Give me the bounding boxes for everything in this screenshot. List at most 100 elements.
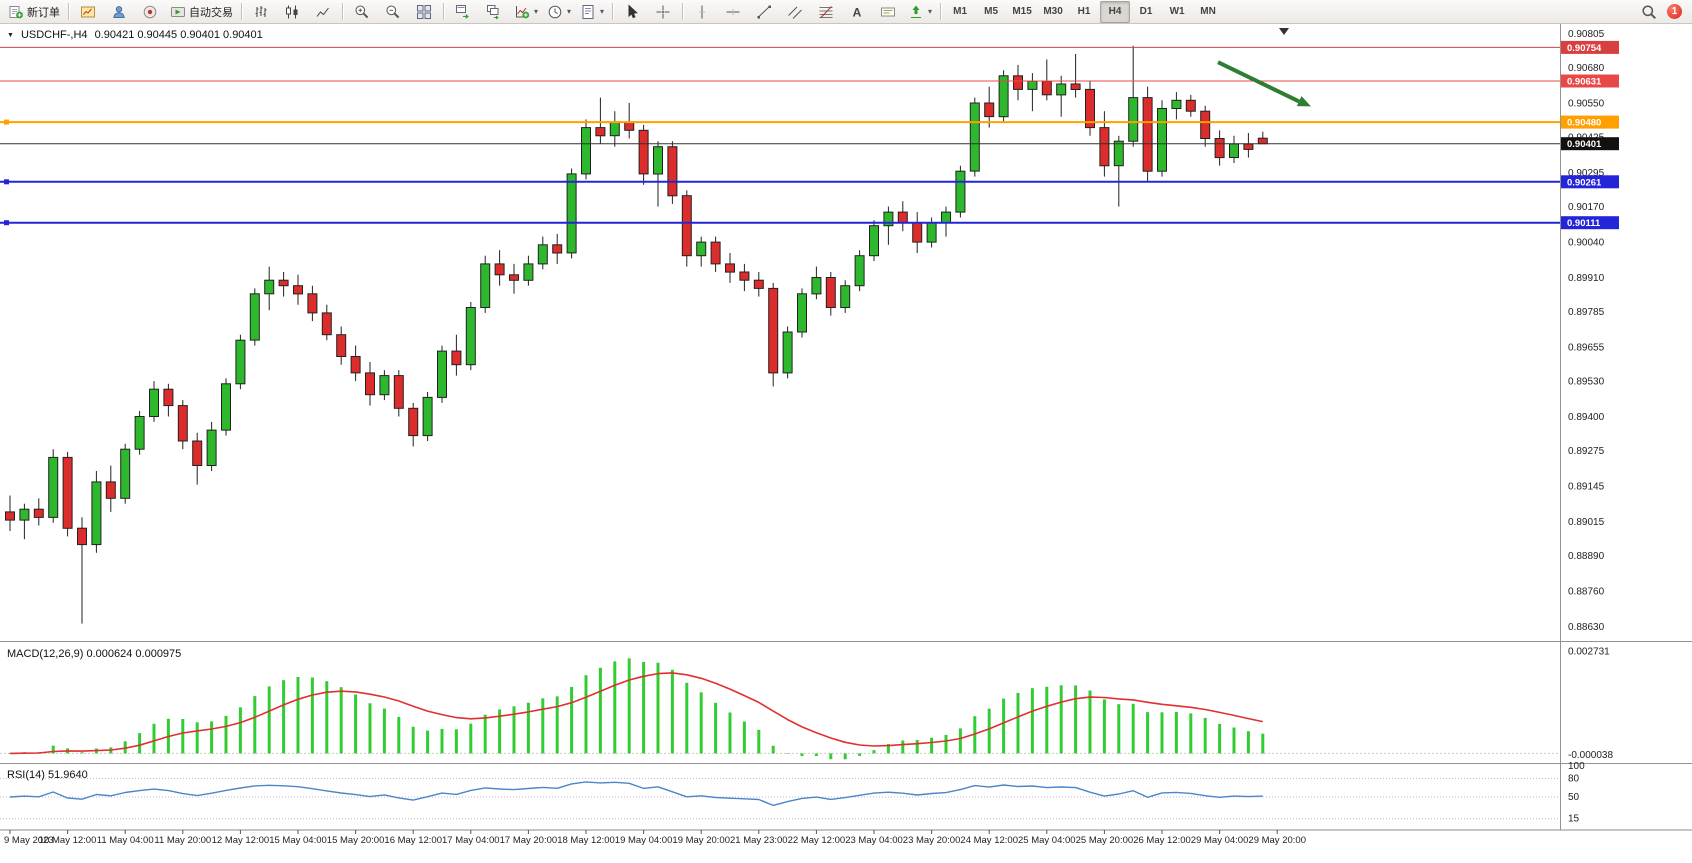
new-order-button[interactable]: 新订单 bbox=[4, 1, 64, 23]
price-axis-label: 0.89145 bbox=[1568, 482, 1605, 493]
timeframe-m15-button[interactable]: M15 bbox=[1007, 1, 1037, 23]
time-axis-label: 11 May 04:00 bbox=[97, 835, 154, 846]
templates-button[interactable]: ▾ bbox=[576, 1, 608, 23]
macd-bar bbox=[598, 667, 602, 754]
macd-bar bbox=[310, 677, 314, 754]
timeframe-d1-button[interactable]: D1 bbox=[1131, 1, 1161, 23]
periods-button[interactable]: ▾ bbox=[543, 1, 575, 23]
candle bbox=[206, 429, 217, 467]
equidistant-channel-button[interactable] bbox=[780, 1, 810, 23]
price-axis-label: 0.90805 bbox=[1568, 29, 1605, 40]
trendline-button[interactable] bbox=[749, 1, 779, 23]
autotrading-button[interactable]: 自动交易 bbox=[166, 1, 237, 23]
arrange-windows-button[interactable] bbox=[448, 1, 478, 23]
price-axis-label: 0.89785 bbox=[1568, 307, 1605, 318]
timeframe-m1-button[interactable]: M1 bbox=[945, 1, 975, 23]
macd-axis-max-label: 0.002731 bbox=[1568, 646, 1610, 657]
dropdown-caret-icon: ▾ bbox=[928, 7, 933, 16]
toolbar-separator bbox=[342, 3, 343, 20]
macd-bar bbox=[1102, 699, 1106, 754]
crosshair-button[interactable] bbox=[648, 1, 678, 23]
macd-bar bbox=[670, 669, 674, 754]
tile-windows-button[interactable] bbox=[409, 1, 439, 23]
macd-bar bbox=[1131, 703, 1135, 754]
price-axis-label: 0.88760 bbox=[1568, 586, 1605, 597]
candle bbox=[249, 293, 260, 341]
candle bbox=[1113, 140, 1124, 167]
price-chart[interactable]: 0.908050.906800.905500.904250.902950.901… bbox=[0, 24, 1692, 863]
time-axis-label: 11 May 20:00 bbox=[154, 835, 211, 846]
macd-bar bbox=[915, 740, 919, 754]
search-button[interactable] bbox=[1634, 1, 1664, 23]
time-axis-label: 29 May 04:00 bbox=[1191, 835, 1249, 846]
resistance-line-upper-price-tag bbox=[1561, 40, 1619, 54]
charts-button[interactable] bbox=[73, 1, 103, 23]
zoom-in-icon bbox=[355, 5, 369, 18]
toolbar-separator bbox=[443, 3, 444, 20]
cursor-button[interactable] bbox=[617, 1, 647, 23]
candle bbox=[739, 271, 750, 281]
timeframe-mn-button[interactable]: MN bbox=[1193, 1, 1223, 23]
support-blue-line-upper-handle[interactable] bbox=[4, 179, 9, 185]
timeframe-h4-button[interactable]: H4 bbox=[1100, 0, 1131, 23]
macd-bar bbox=[296, 677, 300, 754]
shapes-button[interactable]: ▾ bbox=[904, 1, 936, 23]
trend-arrow-annotation[interactable] bbox=[1217, 60, 1300, 104]
candle bbox=[609, 121, 620, 137]
candle bbox=[393, 375, 404, 409]
zoom-in-button[interactable] bbox=[347, 1, 377, 23]
timeframe-h1-button[interactable]: H1 bbox=[1069, 1, 1099, 23]
macd-bar bbox=[728, 712, 732, 754]
time-axis-label: 17 May 20:00 bbox=[500, 835, 558, 846]
profile-button[interactable] bbox=[104, 1, 134, 23]
horizontal-line-button[interactable] bbox=[718, 1, 748, 23]
community-button[interactable] bbox=[135, 1, 165, 23]
text-label-button[interactable] bbox=[873, 1, 903, 23]
notification-badge[interactable]: 1 bbox=[1667, 4, 1682, 19]
timeframe-w1-button[interactable]: W1 bbox=[1162, 1, 1192, 23]
time-axis-label: 23 May 20:00 bbox=[903, 835, 961, 846]
macd-bar bbox=[210, 721, 214, 754]
candle bbox=[509, 274, 519, 281]
bar-chart-button[interactable] bbox=[246, 1, 276, 23]
macd-bar bbox=[656, 662, 660, 754]
macd-bar bbox=[411, 726, 415, 754]
resistance-line-lower-price-tag-label: 0.90631 bbox=[1567, 77, 1602, 88]
candlestick-chart-button[interactable] bbox=[277, 1, 307, 23]
chart-shift-marker[interactable] bbox=[1279, 28, 1289, 35]
candle bbox=[1070, 83, 1081, 90]
candle bbox=[1214, 138, 1225, 159]
candlestick-icon bbox=[286, 5, 298, 18]
candle bbox=[696, 241, 707, 257]
candle bbox=[1229, 143, 1239, 159]
macd-bar bbox=[742, 721, 746, 754]
zoom-out-button[interactable] bbox=[378, 1, 408, 23]
candle bbox=[408, 407, 419, 437]
line-chart-button[interactable] bbox=[308, 1, 338, 23]
macd-bar bbox=[152, 723, 156, 754]
text-button[interactable]: A bbox=[842, 1, 872, 23]
toolbar-separator bbox=[612, 3, 614, 20]
autotrading-label: 自动交易 bbox=[189, 6, 233, 19]
macd-bar bbox=[1002, 698, 1006, 754]
macd-bar bbox=[642, 661, 646, 754]
candle bbox=[105, 481, 116, 499]
macd-bar bbox=[1189, 713, 1193, 754]
macd-bar bbox=[483, 714, 487, 754]
candle bbox=[494, 263, 505, 276]
timeframe-m5-button[interactable]: M5 bbox=[976, 1, 1006, 23]
indicators-button[interactable]: ▾ bbox=[510, 1, 542, 23]
pivot-orange-line-handle[interactable] bbox=[4, 119, 9, 125]
timeframe-m30-button[interactable]: M30 bbox=[1038, 1, 1068, 23]
support-blue-line-lower-handle[interactable] bbox=[4, 220, 9, 226]
fibonacci-button[interactable] bbox=[811, 1, 841, 23]
cascade-windows-button[interactable] bbox=[479, 1, 509, 23]
time-axis-label: 21 May 23:00 bbox=[730, 835, 788, 846]
timeframe-label: W1 bbox=[1169, 6, 1185, 17]
candle bbox=[523, 263, 534, 281]
vertical-line-button[interactable] bbox=[687, 1, 717, 23]
price-axis-label: 0.89015 bbox=[1568, 517, 1605, 528]
pivot-orange-line-price-tag-label: 0.90480 bbox=[1567, 118, 1601, 129]
